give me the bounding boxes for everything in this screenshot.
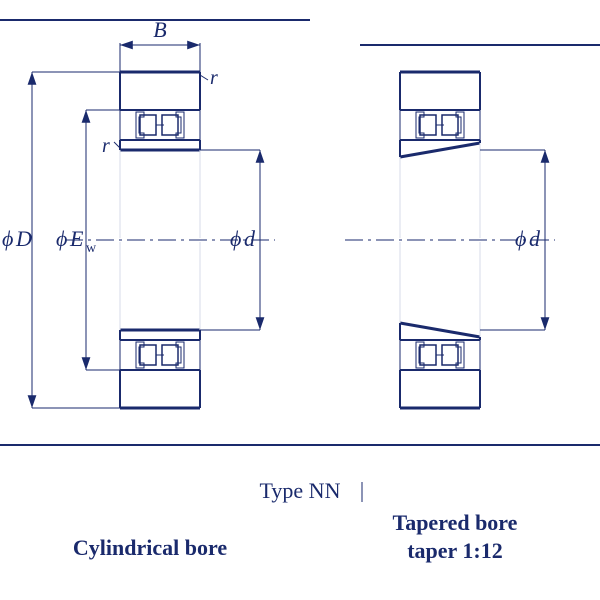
svg-text:Tapered bore: Tapered bore <box>393 510 518 535</box>
svg-text:taper 1:12: taper 1:12 <box>407 538 503 563</box>
svg-text:d: d <box>529 226 541 251</box>
svg-text:ϕ: ϕ <box>230 226 241 251</box>
svg-text:d: d <box>244 226 256 251</box>
svg-text:w: w <box>86 241 97 256</box>
svg-text:B: B <box>153 17 166 42</box>
svg-text:ϕ: ϕ <box>2 226 13 251</box>
svg-text:r: r <box>210 67 218 89</box>
svg-text:ϕ: ϕ <box>56 226 67 251</box>
svg-text:r: r <box>102 135 110 157</box>
svg-text:Cylindrical bore: Cylindrical bore <box>73 535 227 560</box>
svg-text:Type NN: Type NN <box>260 478 341 503</box>
svg-text:D: D <box>15 226 32 251</box>
svg-text:E: E <box>69 226 84 251</box>
svg-text:ϕ: ϕ <box>515 226 526 251</box>
